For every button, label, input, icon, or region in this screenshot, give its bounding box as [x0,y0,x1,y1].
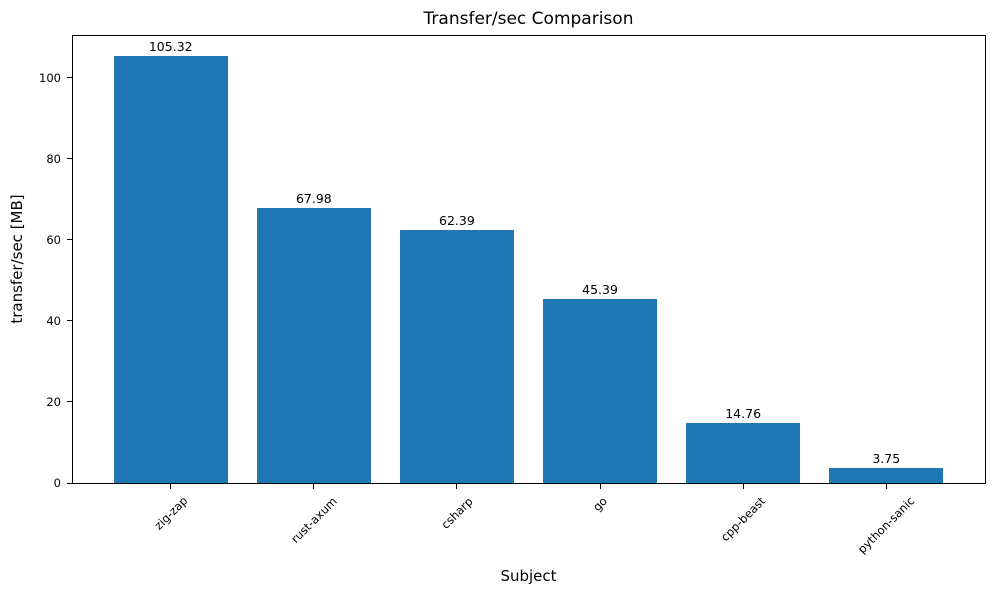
x-tick-mark [456,484,458,489]
bar-rust-axum [256,207,372,483]
x-tick-label: csharp [438,494,476,532]
x-tick-label: cpp-beast [718,493,769,545]
x-tick-mark [313,484,315,489]
chart-title: Transfer/sec Comparison [423,9,634,29]
bar-go [542,299,658,483]
y-tick-label: 100 [39,70,61,85]
y-tick-label: 20 [46,394,61,409]
y-axis-label: transfer/sec [MB] [8,194,26,324]
bar-zig-zap [113,56,228,483]
y-tick-mark [67,77,72,79]
y-tick-mark [67,482,72,484]
y-tick-mark [67,239,72,241]
x-tick-mark [170,484,172,489]
bar-value-label: 3.75 [872,450,901,466]
y-tick-mark [67,320,72,322]
bar-python-sanic [829,467,944,483]
y-tick-mark [67,158,72,160]
y-tick-mark [67,401,72,403]
x-tick-label: rust-axum [288,493,340,546]
y-tick-label: 40 [46,313,61,328]
bar-value-label: 45.39 [582,282,618,298]
bar-cpp-beast [685,423,801,483]
bar-csharp [399,230,515,483]
x-tick-mark [742,484,744,489]
bar-value-label: 62.39 [439,213,475,229]
y-tick-label: 0 [53,476,61,490]
x-tick-mark [885,484,887,489]
x-tick-label: zig-zap [151,493,191,533]
x-tick-mark [599,484,601,489]
x-axis-label: Subject [500,567,557,585]
bar-value-label: 67.98 [295,190,332,206]
y-tick-label: 80 [46,151,61,166]
bar-value-label: 14.76 [725,406,762,422]
x-tick-label: python-sanic [855,493,918,557]
x-tick-label: go [590,493,611,514]
y-tick-label: 60 [46,232,61,247]
bar-value-label: 105.32 [148,39,193,55]
